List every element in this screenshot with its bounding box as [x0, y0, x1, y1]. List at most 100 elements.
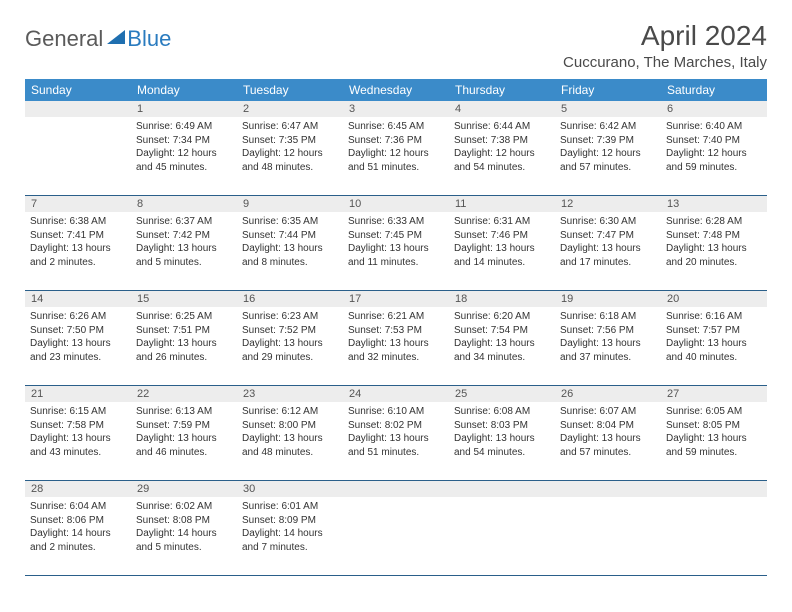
- day-cell: Sunrise: 6:02 AMSunset: 8:08 PMDaylight:…: [131, 497, 237, 575]
- dayname-row: SundayMondayTuesdayWednesdayThursdayFrid…: [25, 79, 767, 101]
- day-detail-line: and 5 minutes.: [136, 256, 232, 270]
- day-detail-line: and 7 minutes.: [242, 541, 338, 555]
- day-detail-line: Daylight: 13 hours: [348, 432, 444, 446]
- day-detail-line: Daylight: 13 hours: [30, 337, 126, 351]
- day-number: 6: [661, 101, 767, 117]
- logo-text-general: General: [25, 26, 103, 52]
- day-number: [25, 101, 131, 117]
- day-number: 26: [555, 386, 661, 402]
- day-detail-line: Sunrise: 6:30 AM: [560, 215, 656, 229]
- day-cell: Sunrise: 6:35 AMSunset: 7:44 PMDaylight:…: [237, 212, 343, 290]
- day-cell: [449, 497, 555, 575]
- day-detail-line: Sunrise: 6:04 AM: [30, 500, 126, 514]
- day-detail-line: Daylight: 13 hours: [136, 242, 232, 256]
- day-cell: Sunrise: 6:21 AMSunset: 7:53 PMDaylight:…: [343, 307, 449, 385]
- day-detail-line: Daylight: 13 hours: [666, 242, 762, 256]
- day-cell: Sunrise: 6:23 AMSunset: 7:52 PMDaylight:…: [237, 307, 343, 385]
- day-number: 11: [449, 196, 555, 212]
- day-detail-line: Sunrise: 6:26 AM: [30, 310, 126, 324]
- day-detail-line: Daylight: 13 hours: [242, 432, 338, 446]
- day-detail-line: and 48 minutes.: [242, 446, 338, 460]
- day-detail-line: Sunset: 7:52 PM: [242, 324, 338, 338]
- day-cell: Sunrise: 6:16 AMSunset: 7:57 PMDaylight:…: [661, 307, 767, 385]
- day-detail-line: and 59 minutes.: [666, 161, 762, 175]
- day-detail-line: and 20 minutes.: [666, 256, 762, 270]
- day-detail-line: and 59 minutes.: [666, 446, 762, 460]
- day-detail-line: Sunset: 7:44 PM: [242, 229, 338, 243]
- day-cell: Sunrise: 6:38 AMSunset: 7:41 PMDaylight:…: [25, 212, 131, 290]
- day-detail-line: and 2 minutes.: [30, 541, 126, 555]
- day-number: 23: [237, 386, 343, 402]
- day-detail-line: Sunset: 7:57 PM: [666, 324, 762, 338]
- logo-text-blue: Blue: [127, 26, 171, 52]
- day-detail-line: Sunrise: 6:01 AM: [242, 500, 338, 514]
- day-detail-line: Sunset: 7:51 PM: [136, 324, 232, 338]
- day-detail-line: Sunrise: 6:16 AM: [666, 310, 762, 324]
- calendar-page: General Blue April 2024 Cuccurano, The M…: [0, 0, 792, 596]
- day-detail-line: Daylight: 13 hours: [30, 242, 126, 256]
- day-detail-line: Sunset: 8:05 PM: [666, 419, 762, 433]
- day-detail-line: and 29 minutes.: [242, 351, 338, 365]
- day-cell: Sunrise: 6:37 AMSunset: 7:42 PMDaylight:…: [131, 212, 237, 290]
- day-cell: Sunrise: 6:20 AMSunset: 7:54 PMDaylight:…: [449, 307, 555, 385]
- day-detail-line: Sunrise: 6:23 AM: [242, 310, 338, 324]
- day-detail-line: Daylight: 13 hours: [666, 432, 762, 446]
- day-number: 17: [343, 291, 449, 307]
- day-number: 13: [661, 196, 767, 212]
- day-cell: Sunrise: 6:28 AMSunset: 7:48 PMDaylight:…: [661, 212, 767, 290]
- day-detail-line: Sunrise: 6:13 AM: [136, 405, 232, 419]
- dayname: Wednesday: [343, 79, 449, 101]
- day-detail-line: and 45 minutes.: [136, 161, 232, 175]
- day-detail-line: and 43 minutes.: [30, 446, 126, 460]
- day-cell: Sunrise: 6:44 AMSunset: 7:38 PMDaylight:…: [449, 117, 555, 195]
- day-detail-line: and 23 minutes.: [30, 351, 126, 365]
- day-detail-line: Daylight: 13 hours: [242, 242, 338, 256]
- day-detail-line: Sunset: 7:59 PM: [136, 419, 232, 433]
- day-number: [661, 481, 767, 497]
- day-detail-line: Sunrise: 6:15 AM: [30, 405, 126, 419]
- day-detail-line: Daylight: 13 hours: [454, 242, 550, 256]
- location-text: Cuccurano, The Marches, Italy: [563, 54, 767, 71]
- day-detail-line: Sunset: 8:02 PM: [348, 419, 444, 433]
- day-detail-line: Sunrise: 6:35 AM: [242, 215, 338, 229]
- day-detail-line: Sunset: 7:38 PM: [454, 134, 550, 148]
- day-detail-line: Daylight: 13 hours: [454, 337, 550, 351]
- day-detail-line: Sunrise: 6:44 AM: [454, 120, 550, 134]
- week-row: Sunrise: 6:15 AMSunset: 7:58 PMDaylight:…: [25, 402, 767, 481]
- day-cell: Sunrise: 6:12 AMSunset: 8:00 PMDaylight:…: [237, 402, 343, 480]
- day-cell: Sunrise: 6:18 AMSunset: 7:56 PMDaylight:…: [555, 307, 661, 385]
- day-number: 12: [555, 196, 661, 212]
- dayname: Tuesday: [237, 79, 343, 101]
- day-detail-line: Sunrise: 6:33 AM: [348, 215, 444, 229]
- day-detail-line: Sunset: 7:48 PM: [666, 229, 762, 243]
- day-detail-line: and 5 minutes.: [136, 541, 232, 555]
- day-detail-line: and 46 minutes.: [136, 446, 232, 460]
- day-number: 2: [237, 101, 343, 117]
- day-number: 5: [555, 101, 661, 117]
- day-detail-line: Sunrise: 6:31 AM: [454, 215, 550, 229]
- day-cell: Sunrise: 6:49 AMSunset: 7:34 PMDaylight:…: [131, 117, 237, 195]
- day-detail-line: Sunrise: 6:10 AM: [348, 405, 444, 419]
- day-detail-line: Sunset: 7:45 PM: [348, 229, 444, 243]
- day-detail-line: and 54 minutes.: [454, 446, 550, 460]
- day-number: 15: [131, 291, 237, 307]
- day-detail-line: Sunrise: 6:42 AM: [560, 120, 656, 134]
- day-cell: Sunrise: 6:33 AMSunset: 7:45 PMDaylight:…: [343, 212, 449, 290]
- week-row: Sunrise: 6:49 AMSunset: 7:34 PMDaylight:…: [25, 117, 767, 196]
- day-detail-line: Daylight: 12 hours: [136, 147, 232, 161]
- day-detail-line: Sunset: 7:39 PM: [560, 134, 656, 148]
- day-number: [449, 481, 555, 497]
- day-detail-line: Sunset: 7:56 PM: [560, 324, 656, 338]
- day-detail-line: Sunset: 8:00 PM: [242, 419, 338, 433]
- day-detail-line: Sunrise: 6:47 AM: [242, 120, 338, 134]
- day-number: 1: [131, 101, 237, 117]
- title-block: April 2024 Cuccurano, The Marches, Italy: [563, 20, 767, 71]
- day-detail-line: Daylight: 13 hours: [136, 337, 232, 351]
- daynum-row: 78910111213: [25, 196, 767, 212]
- day-number: 29: [131, 481, 237, 497]
- day-detail-line: Sunset: 7:41 PM: [30, 229, 126, 243]
- day-detail-line: Sunrise: 6:45 AM: [348, 120, 444, 134]
- day-cell: Sunrise: 6:10 AMSunset: 8:02 PMDaylight:…: [343, 402, 449, 480]
- month-title: April 2024: [563, 20, 767, 52]
- day-detail-line: Sunset: 8:09 PM: [242, 514, 338, 528]
